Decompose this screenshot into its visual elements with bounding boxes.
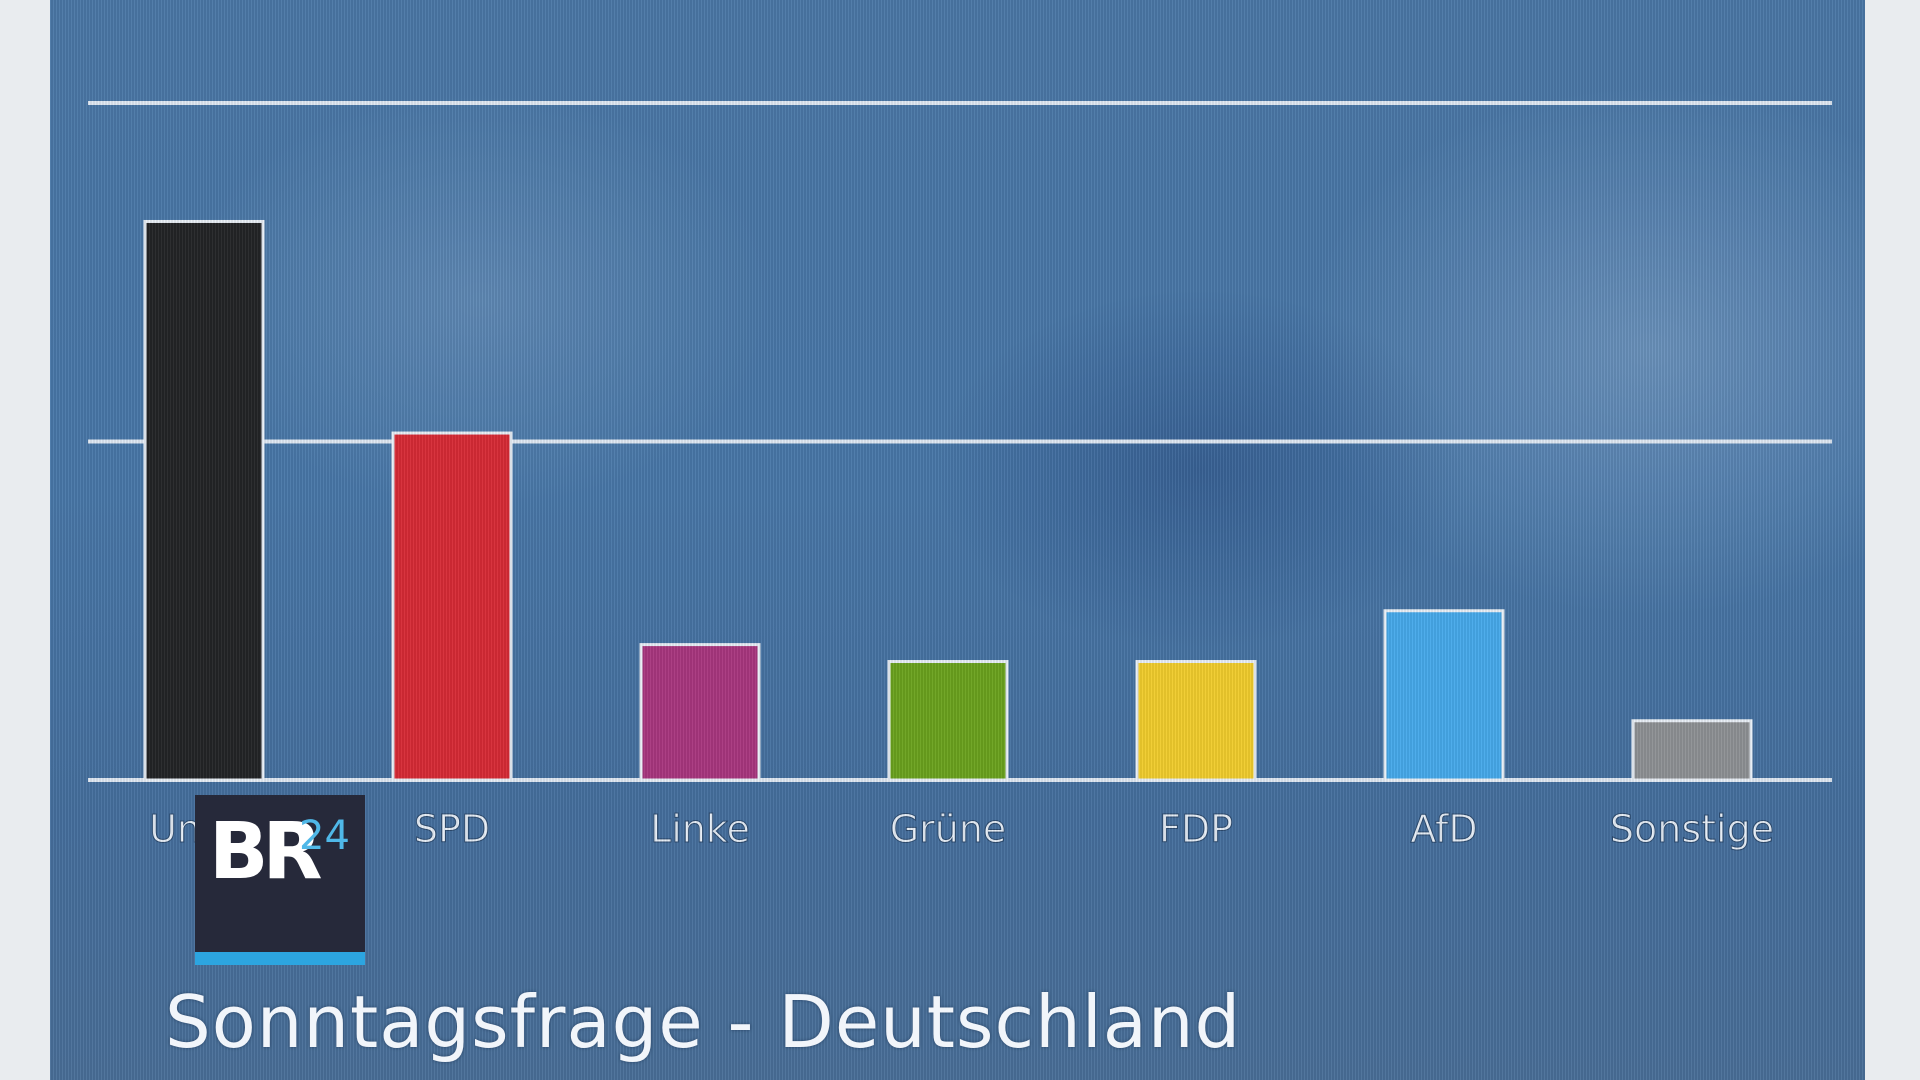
logo-br-text: BR <box>209 807 322 897</box>
bars <box>143 219 1753 782</box>
category-label-fdp: FDP <box>1159 807 1233 851</box>
logo-accent-bar <box>195 952 365 965</box>
bar-sonstige <box>1631 719 1753 782</box>
category-label-spd: SPD <box>414 807 490 851</box>
category-label-grüne: Grüne <box>890 807 1007 851</box>
logo-24-text: 24 <box>299 813 350 859</box>
bar-afd <box>1383 609 1505 782</box>
category-label-sonstige: Sonstige <box>1610 807 1774 851</box>
bar-fdp <box>1135 660 1257 782</box>
bar-union <box>143 219 265 782</box>
bar-spd <box>391 431 513 782</box>
br24-logo: BR 24 <box>195 795 365 965</box>
category-labels: UnionSPDLinkeGrüneFDPAfDSonstige <box>149 807 1775 852</box>
bar-grüne <box>887 660 1009 782</box>
chart-title: Sonntagsfrage - Deutschland <box>165 980 1242 1064</box>
category-label-afd: AfD <box>1410 807 1477 851</box>
category-label-linke: Linke <box>650 807 750 851</box>
bar-linke <box>639 643 761 782</box>
